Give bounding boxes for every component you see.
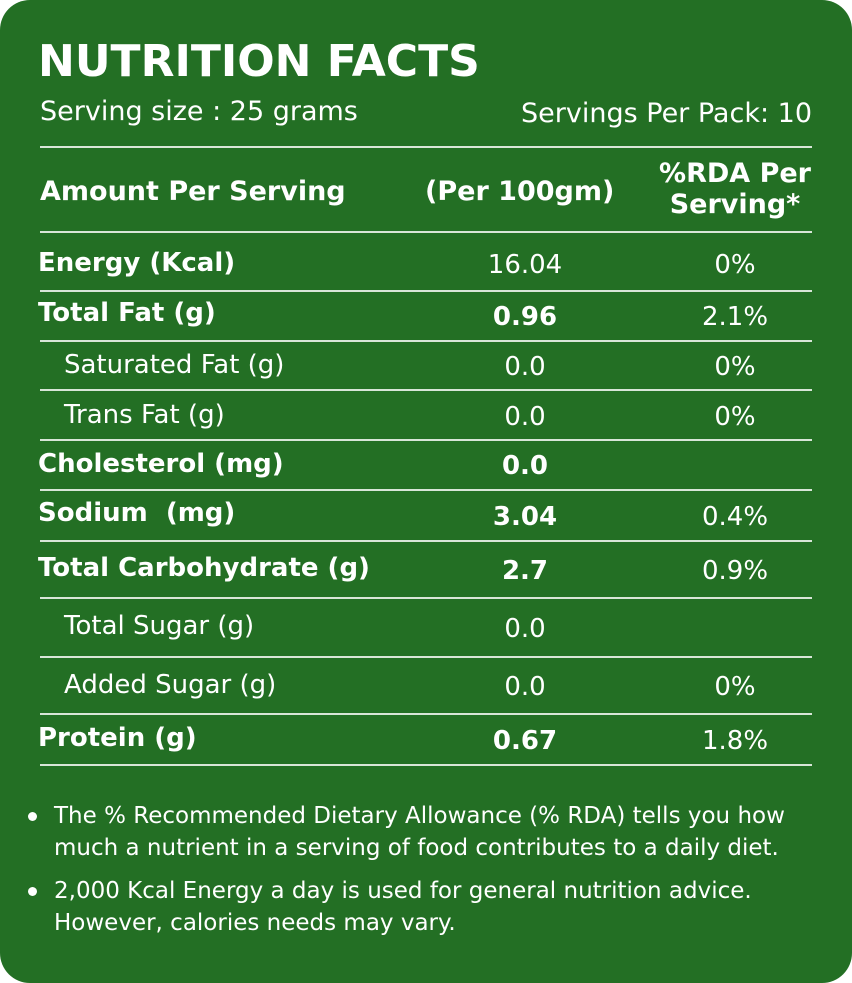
divider <box>40 764 812 766</box>
divider <box>40 489 812 491</box>
servings-per-pack: Servings Per Pack: 10 <box>521 98 812 129</box>
row-rda-energy: 0% <box>714 250 756 280</box>
row-label-protein: Protein (g) <box>38 723 197 753</box>
row-rda-added-sugar: 0% <box>714 672 756 702</box>
row-rda-trans-fat: 0% <box>714 402 756 432</box>
header-rda-line2: Serving* <box>669 189 801 220</box>
row-value-total-sugar: 0.0 <box>504 614 546 644</box>
row-value-sodium: 3.04 <box>492 502 558 532</box>
row-value-saturated-fat: 0.0 <box>504 352 546 382</box>
note-energy-advice: 2,000 Kcal Energy a day is used for gene… <box>54 878 752 936</box>
row-value-protein: 0.67 <box>492 726 558 756</box>
row-value-energy: 16.04 <box>487 250 563 280</box>
header-rda-per-serving: %RDA Per Serving* <box>640 158 830 220</box>
row-label-cholesterol: Cholesterol (mg) <box>38 449 284 479</box>
row-label-saturated-fat: Saturated Fat (g) <box>64 350 285 380</box>
row-rda-total-fat: 2.1% <box>701 302 769 332</box>
divider <box>40 439 812 441</box>
row-label-sodium: Sodium (mg) <box>38 498 236 528</box>
row-value-cholesterol: 0.0 <box>501 451 549 481</box>
header-amount-per-serving: Amount Per Serving <box>40 176 346 207</box>
divider <box>40 656 812 658</box>
row-label-energy: Energy (Kcal) <box>38 248 236 278</box>
row-label-total-fat: Total Fat (g) <box>38 298 216 328</box>
note-rda-explanation: The % Recommended Dietary Allowance (% R… <box>54 803 785 861</box>
row-value-total-fat: 0.96 <box>492 302 558 332</box>
divider <box>40 146 812 148</box>
divider <box>40 340 812 342</box>
divider <box>40 231 812 233</box>
divider <box>40 597 812 599</box>
row-rda-total-carbohydrate: 0.9% <box>701 556 769 586</box>
row-rda-saturated-fat: 0% <box>714 352 756 382</box>
row-value-total-carbohydrate: 2.7 <box>501 556 549 586</box>
row-label-trans-fat: Trans Fat (g) <box>64 400 225 430</box>
divider <box>40 713 812 715</box>
header-rda-line1: %RDA Per <box>659 158 811 189</box>
bullet-icon <box>28 812 37 821</box>
row-label-added-sugar: Added Sugar (g) <box>64 670 277 700</box>
divider <box>40 290 812 292</box>
divider <box>40 540 812 542</box>
row-label-total-carbohydrate: Total Carbohydrate (g) <box>38 553 370 583</box>
serving-size: Serving size : 25 grams <box>40 96 358 127</box>
row-value-added-sugar: 0.0 <box>504 672 546 702</box>
header-per-100gm: (Per 100gm) <box>425 176 615 207</box>
row-label-total-sugar: Total Sugar (g) <box>64 611 255 641</box>
row-rda-protein: 1.8% <box>701 726 769 756</box>
row-value-trans-fat: 0.0 <box>504 402 546 432</box>
page-title: NUTRITION FACTS <box>38 36 480 87</box>
divider <box>40 389 812 391</box>
row-rda-sodium: 0.4% <box>701 502 769 532</box>
bullet-icon <box>28 887 37 896</box>
